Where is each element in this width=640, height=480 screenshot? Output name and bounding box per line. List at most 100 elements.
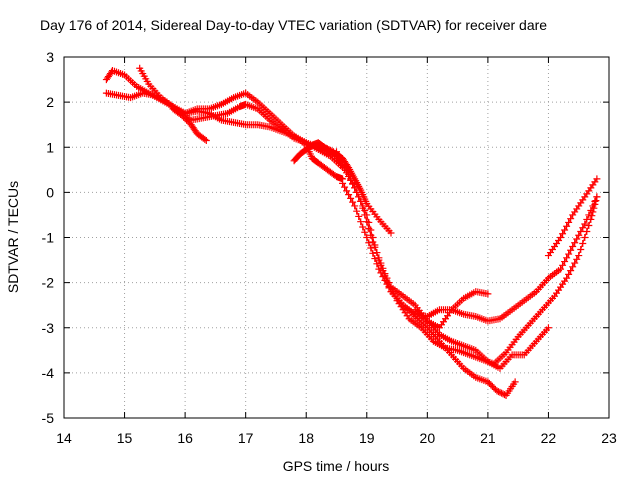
data-point-marker [585, 211, 593, 219]
data-point-marker [563, 274, 571, 282]
data-point-marker [202, 136, 210, 144]
data-point-marker [573, 235, 581, 243]
data-point-marker [347, 175, 355, 183]
data-point-marker [499, 390, 507, 398]
data-point-marker [575, 231, 583, 239]
data-point-marker [577, 227, 585, 235]
data-point-marker [365, 239, 373, 247]
data-point-marker [583, 227, 591, 235]
data-point-marker [493, 387, 501, 395]
y-tick-label: -5 [42, 410, 55, 426]
data-point-marker [579, 240, 587, 248]
data-point-marker [367, 244, 375, 252]
data-point-marker [363, 234, 371, 241]
data-point-marker [488, 382, 496, 390]
series-arc-8 [339, 179, 519, 399]
data-point-marker [341, 163, 349, 171]
data-point-marker [581, 220, 589, 228]
data-point-marker [377, 269, 385, 277]
data-point-marker [498, 389, 506, 397]
data-point-marker [484, 378, 492, 386]
data-point-marker [571, 239, 579, 247]
data-point-marker [557, 265, 565, 273]
data-point-marker [387, 229, 395, 237]
data-point-marker [369, 238, 377, 246]
data-point-marker [496, 388, 504, 396]
x-tick-label: 23 [601, 430, 617, 446]
x-tick-label: 14 [56, 430, 72, 446]
data-point-marker [363, 218, 371, 226]
y-axis-label: SDTVAR / TECUs [5, 181, 21, 293]
series-arc-10 [411, 288, 492, 332]
data-point-marker [201, 135, 209, 143]
x-tick-label: 15 [117, 430, 133, 446]
data-point-marker [328, 147, 336, 155]
x-tick-label: 20 [420, 430, 436, 446]
data-point-marker [349, 179, 357, 187]
data-point-marker [571, 259, 579, 267]
data-point-marker [577, 246, 585, 254]
y-tick-label: 1 [46, 139, 54, 155]
data-point-marker [567, 267, 575, 275]
y-tick-label: -4 [42, 365, 55, 381]
data-point-marker [357, 197, 365, 205]
y-tick-label: -2 [42, 275, 55, 291]
data-point-marker [367, 231, 375, 239]
data-point-marker [178, 112, 186, 120]
data-point-marker [588, 212, 596, 220]
y-tick-label: 3 [46, 49, 54, 65]
data-point-marker [322, 144, 330, 152]
data-point-marker [592, 197, 600, 205]
data-point-marker [579, 224, 587, 232]
data-point-marker [326, 146, 334, 154]
data-point-marker [184, 118, 192, 126]
data-point-marker [494, 388, 502, 396]
data-series [102, 64, 601, 399]
data-point-marker [590, 204, 598, 212]
data-point-marker [333, 148, 340, 156]
data-point-marker [484, 290, 492, 298]
data-point-marker [569, 263, 577, 271]
data-point-marker [567, 246, 575, 254]
data-point-marker [323, 145, 331, 153]
data-point-marker [351, 184, 359, 192]
data-point-marker [355, 193, 363, 201]
data-point-marker [593, 193, 601, 201]
y-tick-label: -1 [42, 230, 55, 246]
data-point-marker [379, 264, 387, 272]
data-point-marker [559, 261, 567, 269]
data-point-marker [375, 265, 383, 273]
y-tick-labels: -5 -4 -3 -2 -1 0 1 2 3 [42, 49, 55, 426]
data-point-marker [573, 255, 581, 263]
plot-frame [63, 56, 610, 419]
x-tick-label: 18 [298, 430, 314, 446]
data-point-marker [369, 249, 377, 257]
data-point-marker [349, 198, 357, 206]
series-arc-11 [544, 175, 601, 260]
data-point-marker [559, 230, 567, 238]
data-point-marker [351, 202, 359, 210]
data-point-marker [355, 212, 363, 220]
x-axis-label: GPS time / hours [283, 458, 390, 474]
x-tick-label: 21 [480, 430, 496, 446]
data-point-marker [320, 143, 328, 151]
data-point-marker [379, 273, 387, 281]
data-point-marker [361, 228, 369, 236]
data-point-marker [339, 179, 347, 187]
data-point-marker [587, 215, 595, 223]
data-point-marker [565, 270, 573, 278]
x-tick-label: 22 [541, 430, 557, 446]
data-point-marker [485, 379, 493, 387]
data-point-marker [347, 194, 355, 202]
data-point-marker [353, 188, 361, 196]
x-tick-label: 19 [359, 430, 375, 446]
data-point-marker [490, 384, 498, 392]
x-tick-label: 17 [238, 430, 254, 446]
data-point-marker [361, 211, 369, 219]
data-point-marker [365, 224, 373, 232]
y-tick-label: -3 [42, 320, 55, 336]
data-point-marker [353, 207, 361, 215]
data-point-marker [565, 250, 573, 258]
